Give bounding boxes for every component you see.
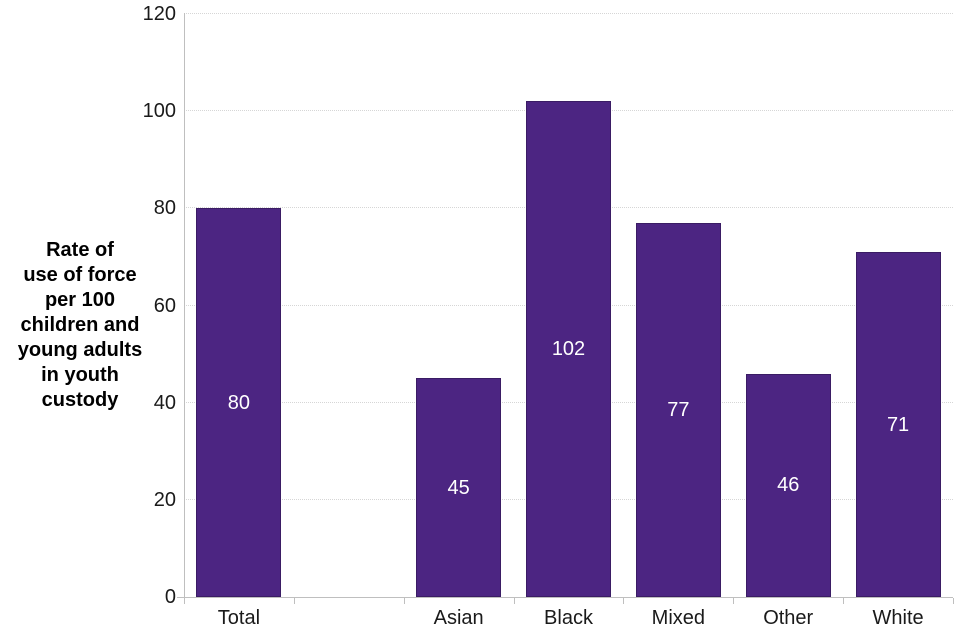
bar-value-label-other: 46 — [777, 474, 800, 497]
y-axis-title: Rate of use of force per 100 children an… — [17, 239, 143, 411]
x-axis-tick — [293, 598, 295, 604]
bar-value-label-white: 71 — [886, 413, 910, 436]
x-axis-tick — [513, 598, 515, 604]
bar-value-label-black: 102 — [551, 338, 586, 361]
x-axis-tick — [184, 598, 185, 604]
bar-value-label-mixed: 77 — [667, 398, 690, 421]
x-category-label-black: Black — [544, 607, 593, 629]
bar-white — [855, 252, 941, 597]
x-axis-tick — [953, 598, 954, 604]
y-tick-label-20: 20 — [153, 488, 176, 511]
x-axis-tick — [403, 598, 405, 604]
x-axis-tick — [843, 598, 845, 604]
y-tick-label-80: 80 — [153, 197, 176, 220]
y-tick-label-100: 100 — [142, 100, 176, 123]
y-tick-label-0: 0 — [164, 586, 176, 608]
x-axis-tick — [623, 598, 625, 604]
x-axis-tick — [733, 598, 735, 604]
gridline-120 — [184, 13, 953, 14]
x-category-label-mixed: Mixed — [651, 607, 706, 629]
bar-other — [745, 373, 831, 597]
bar-asian — [416, 378, 502, 597]
x-category-label-asian: Asian — [433, 607, 484, 629]
x-category-label-white: White — [872, 607, 924, 629]
bar-value-label-asian: 45 — [447, 476, 470, 499]
bar-value-label-total: 80 — [227, 391, 251, 414]
y-tick-label-120: 120 — [142, 3, 176, 25]
x-axis-line — [177, 597, 953, 598]
x-category-label-other: Other — [763, 607, 814, 629]
bar-black — [526, 101, 611, 597]
y-axis-line — [184, 13, 185, 597]
y-tick-label-40: 40 — [153, 391, 176, 414]
bar-total — [196, 208, 282, 597]
y-tick-label-60: 60 — [153, 294, 176, 317]
x-category-label-total: Total — [217, 607, 261, 629]
bar-mixed — [635, 222, 721, 597]
